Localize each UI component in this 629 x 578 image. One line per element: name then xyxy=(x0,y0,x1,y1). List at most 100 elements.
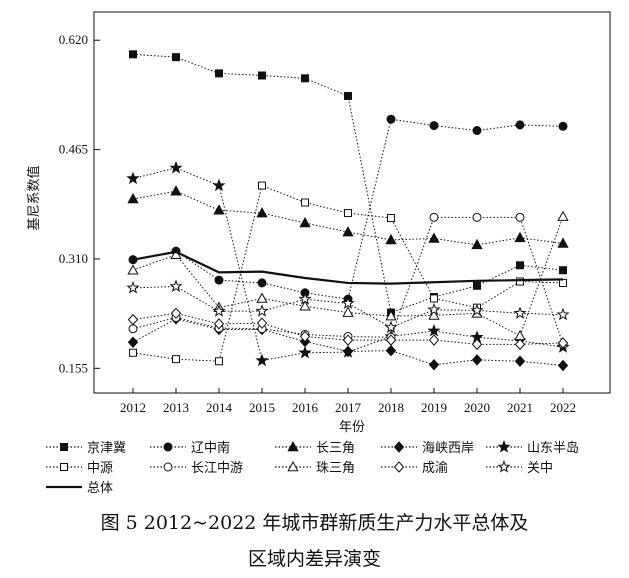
data-point xyxy=(213,318,225,330)
data-point xyxy=(127,192,139,204)
data-point xyxy=(472,126,482,136)
data-point xyxy=(429,121,439,131)
data-point xyxy=(257,278,267,288)
data-point xyxy=(386,114,396,124)
data-point xyxy=(255,353,269,367)
data-point xyxy=(470,303,484,317)
data-point xyxy=(514,338,526,351)
x-tick-label: 2015 xyxy=(249,400,275,415)
data-point xyxy=(428,309,440,320)
data-point xyxy=(557,237,569,248)
data-point xyxy=(256,207,268,218)
data-point xyxy=(169,279,183,293)
data-point xyxy=(471,354,483,366)
legend-item: 成渝 xyxy=(381,460,448,476)
data-point xyxy=(429,212,439,222)
data-point xyxy=(169,160,183,174)
legend-marker xyxy=(287,460,299,472)
data-point xyxy=(428,334,440,346)
legend-item: 中源 xyxy=(46,461,113,476)
data-point xyxy=(301,74,309,83)
data-point xyxy=(427,323,441,337)
data-point xyxy=(556,307,570,321)
data-point xyxy=(214,275,224,285)
data-point xyxy=(559,266,567,275)
plot-frame xyxy=(93,11,611,394)
data-point xyxy=(557,337,569,349)
data-point xyxy=(256,292,268,303)
y-axis-label: 基尼系数值 xyxy=(26,165,42,230)
data-point xyxy=(213,204,225,215)
y-tick-label: 0.310 xyxy=(59,251,88,266)
data-point xyxy=(557,210,569,221)
data-point xyxy=(516,277,524,286)
data-point xyxy=(342,334,354,346)
data-point xyxy=(387,214,395,223)
data-point xyxy=(473,281,481,290)
legend-label: 长江中游 xyxy=(191,461,243,476)
data-point xyxy=(342,226,354,237)
series-2 xyxy=(127,185,569,250)
legend-label: 中源 xyxy=(87,461,113,476)
series-lines xyxy=(126,50,570,372)
x-tick-label: 2021 xyxy=(507,400,533,415)
data-point xyxy=(515,212,525,222)
legend-marker xyxy=(497,460,511,473)
data-point xyxy=(516,261,524,270)
data-point xyxy=(385,233,397,245)
data-point xyxy=(129,348,137,357)
figure-caption-line2: 区域内差异演变 xyxy=(247,548,381,570)
legend-item: 长江中游 xyxy=(150,461,243,476)
data-point xyxy=(212,304,226,317)
x-tick-label: 2018 xyxy=(378,400,404,415)
data-point xyxy=(385,310,397,321)
y-tick-label: 0.620 xyxy=(59,32,88,47)
series-0 xyxy=(129,50,567,317)
legend-marker xyxy=(60,443,68,451)
data-point xyxy=(385,344,397,357)
legend-label: 长三角 xyxy=(316,441,355,456)
data-point xyxy=(172,355,180,364)
legend-label: 京津冀 xyxy=(87,440,126,456)
data-point xyxy=(170,307,182,320)
data-point xyxy=(126,171,140,185)
data-point xyxy=(514,355,526,367)
legend-item: 海峡西岸 xyxy=(381,441,474,456)
data-point xyxy=(344,91,352,100)
legend-item: 长三角 xyxy=(275,440,355,456)
y-tick-label: 0.155 xyxy=(59,360,88,375)
legend-marker xyxy=(497,440,511,453)
data-point xyxy=(170,185,182,196)
data-point xyxy=(341,345,355,358)
data-point xyxy=(299,216,311,228)
data-point xyxy=(514,231,526,243)
legend-label: 珠三角 xyxy=(316,461,355,476)
legend-marker xyxy=(393,461,405,473)
series-line xyxy=(132,167,564,362)
x-axis-label: 年份 xyxy=(339,420,365,435)
data-point xyxy=(384,320,398,333)
data-point xyxy=(471,338,483,351)
legend-marker xyxy=(393,441,405,453)
series-line xyxy=(132,118,564,300)
x-tick-label: 2014 xyxy=(206,400,233,415)
data-point xyxy=(301,198,309,207)
data-point xyxy=(127,336,139,348)
data-point xyxy=(128,324,138,334)
x-ticks: 2012 2013 2014 2015 2016 2017 2018 2019 2020 2021… xyxy=(120,388,576,415)
data-point xyxy=(385,334,397,346)
x-tick-label: 2016 xyxy=(292,400,319,415)
x-tick-label: 2019 xyxy=(421,400,447,415)
data-point xyxy=(472,212,482,222)
series-9 xyxy=(126,279,570,333)
data-point xyxy=(212,178,226,192)
data-point xyxy=(126,280,140,294)
y-ticks: 0.155 0.310 0.465 0.620 xyxy=(59,32,100,375)
legend-item: 总体 xyxy=(46,481,113,496)
data-point xyxy=(515,120,525,130)
legend-item: 山东半岛 xyxy=(486,440,579,456)
y-tick-label: 0.465 xyxy=(59,142,88,157)
x-tick-label: 2013 xyxy=(163,400,189,415)
legend-label: 海峡西岸 xyxy=(422,441,474,456)
